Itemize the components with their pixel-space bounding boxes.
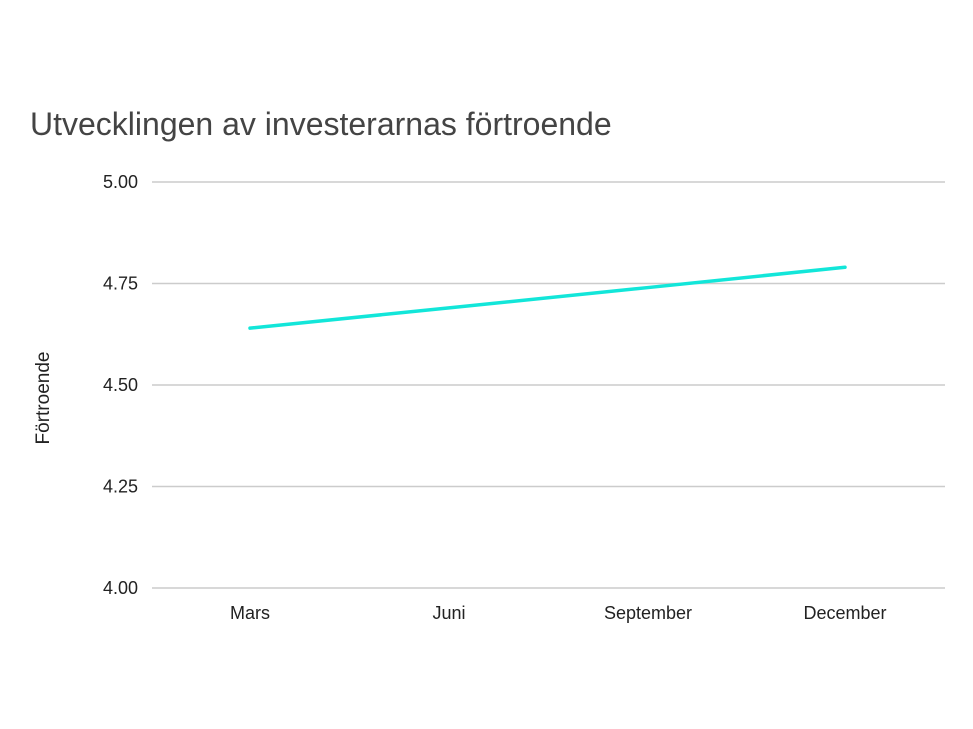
y-tick-label: 4.25	[103, 477, 138, 497]
y-tick-label: 4.00	[103, 578, 138, 598]
y-tick-label: 4.75	[103, 274, 138, 294]
chart-title: Utvecklingen av investerarnas förtroende	[30, 106, 612, 142]
x-tick-label: Mars	[230, 603, 270, 623]
x-tick-label: December	[803, 603, 886, 623]
y-tick-label: 4.50	[103, 375, 138, 395]
x-tick-label: Juni	[432, 603, 465, 623]
x-tick-label: September	[604, 603, 692, 623]
y-tick-label: 5.00	[103, 172, 138, 192]
series-line	[248, 265, 847, 330]
